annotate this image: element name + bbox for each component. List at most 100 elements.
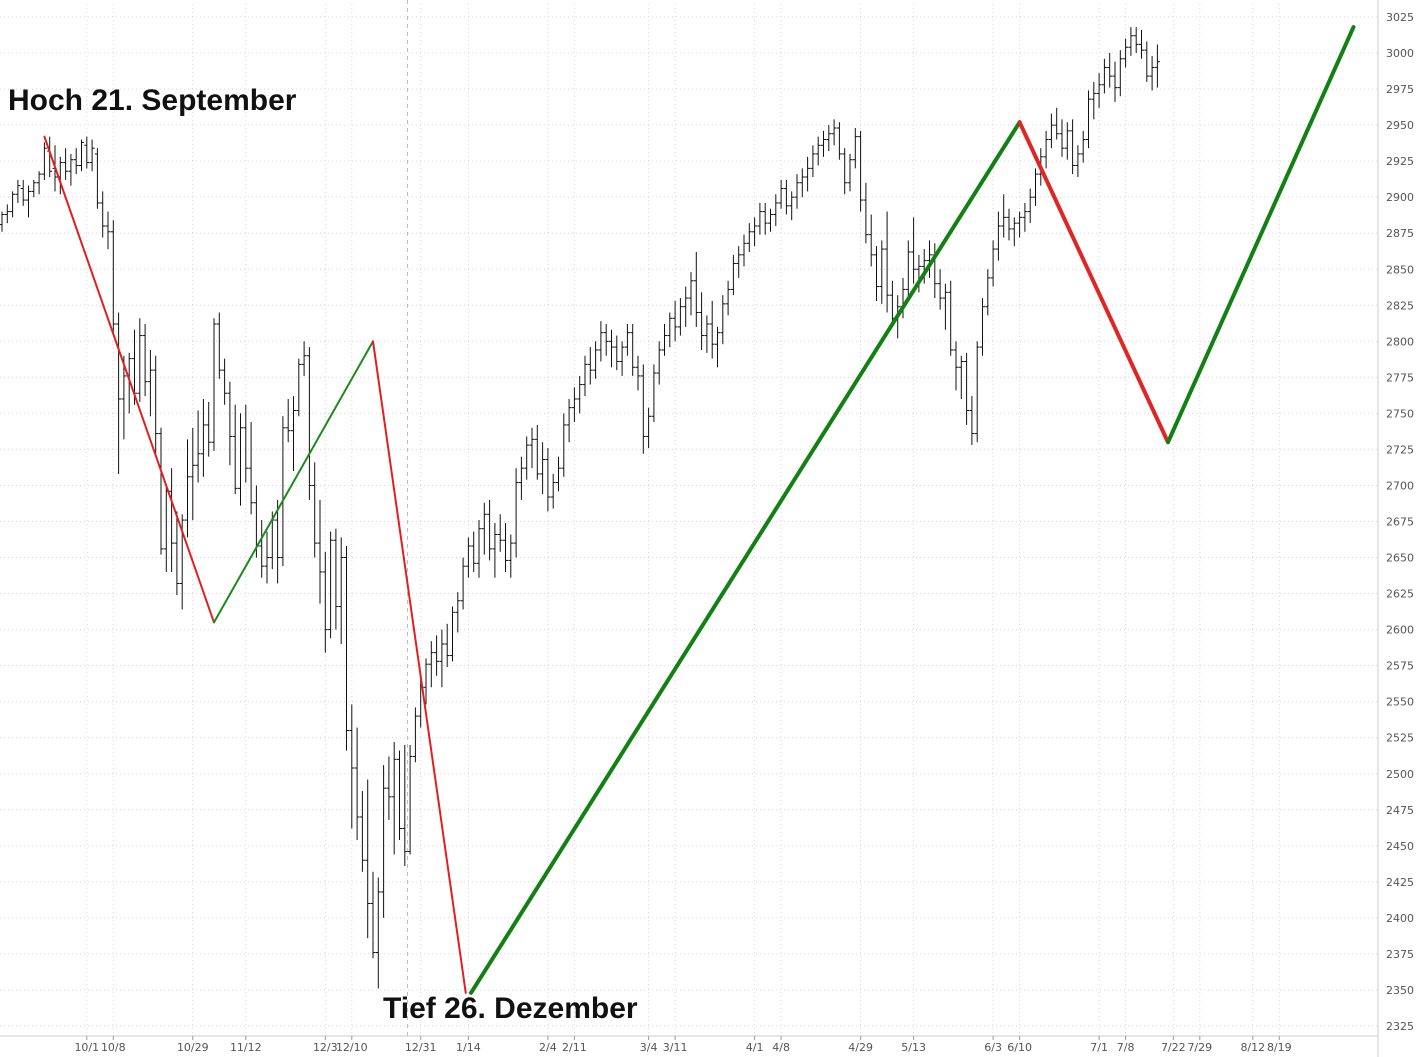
ohlc-bar xyxy=(1070,119,1076,175)
ohlc-bar xyxy=(73,148,79,175)
ohlc-bar xyxy=(89,139,95,172)
ohlc-bar xyxy=(26,185,31,218)
y-tick-label: 2425 xyxy=(1386,876,1414,889)
ohlc-bar xyxy=(587,347,593,385)
ohlc-bar xyxy=(863,182,869,244)
x-tick-label: 2/11 xyxy=(562,1041,587,1054)
ohlc-bar xyxy=(524,436,530,480)
ohlc-bar xyxy=(1144,41,1150,82)
ohlc-bar xyxy=(1022,202,1028,232)
ohlc-bar xyxy=(487,499,493,561)
ohlc-bar xyxy=(1048,113,1054,149)
ohlc-bar xyxy=(1133,27,1139,54)
ohlc-bar xyxy=(794,174,800,209)
x-tick-label: 11/12 xyxy=(230,1041,262,1054)
ohlc-bar xyxy=(948,280,954,356)
ohlc-bar xyxy=(540,442,546,495)
trendlines xyxy=(43,25,1356,995)
x-tick-label: 7/29 xyxy=(1187,1041,1212,1054)
x-tick-label: 12/3 xyxy=(313,1041,338,1054)
ohlc-bar xyxy=(704,315,710,353)
ohlc-bar xyxy=(752,217,758,247)
trendline xyxy=(213,340,374,624)
ohlc-bar xyxy=(407,744,413,855)
ohlc-bar xyxy=(651,364,657,423)
ohlc-bar xyxy=(646,407,652,448)
x-tick-label: 6/10 xyxy=(1007,1041,1032,1054)
ohlc-bar xyxy=(222,358,228,405)
ohlc-bar xyxy=(344,546,349,751)
ohlc-bar xyxy=(397,750,402,841)
ohlc-bar xyxy=(15,179,21,203)
ohlc-bar xyxy=(1128,27,1134,56)
ohlc-bar xyxy=(185,439,190,538)
y-tick-label: 2625 xyxy=(1386,588,1414,601)
ohlc-bar xyxy=(582,355,588,397)
ohlc-bar xyxy=(964,352,970,425)
ohlc-bar xyxy=(815,136,821,166)
ohlc-bar xyxy=(990,240,996,287)
y-tick-label: 2700 xyxy=(1386,479,1414,492)
x-tick-label: 10/29 xyxy=(177,1041,209,1054)
ohlc-bar xyxy=(428,641,434,688)
ohlc-bar xyxy=(942,283,948,330)
ohlc-bar xyxy=(805,156,811,192)
ohlc-bar xyxy=(163,485,169,572)
x-tick-label: 3/4 xyxy=(640,1041,658,1054)
x-tick-label: 3/11 xyxy=(663,1041,688,1054)
x-tick-label: 6/3 xyxy=(984,1041,1002,1054)
ohlc-bar xyxy=(291,396,296,472)
ohlc-bar xyxy=(1033,168,1038,206)
y-tick-label: 2375 xyxy=(1386,948,1414,961)
ohlc-bar xyxy=(349,704,355,829)
ohlc-bar xyxy=(556,456,561,492)
ohlc-bar xyxy=(609,329,614,368)
y-tick-label: 2850 xyxy=(1386,263,1414,276)
ohlc-bar xyxy=(243,404,249,483)
ohlc-bar xyxy=(1123,38,1129,68)
ohlc-bar xyxy=(1017,211,1023,238)
x-tick-label: 10/8 xyxy=(101,1041,126,1054)
ohlc-bar xyxy=(333,528,339,630)
ohlc-bar xyxy=(259,520,265,578)
x-tick-label: 4/29 xyxy=(848,1041,873,1054)
ohlc-bar xyxy=(715,326,720,368)
y-tick-label: 2725 xyxy=(1386,443,1414,456)
ohlc-bar xyxy=(683,286,689,327)
ohlc-bar xyxy=(460,557,466,610)
ohlc-bar xyxy=(741,234,747,267)
ohlc-bar xyxy=(762,202,768,235)
ohlc-bar xyxy=(31,179,37,198)
ohlc-bar xyxy=(359,791,365,872)
ohlc-bar xyxy=(142,324,148,397)
ohlc-bar xyxy=(1149,55,1155,91)
ohlc-bar xyxy=(391,742,397,855)
ohlc-bar xyxy=(481,502,487,555)
y-tick-label: 2325 xyxy=(1386,1020,1414,1033)
ohlc-bar xyxy=(1139,29,1144,59)
ohlc-bar xyxy=(1075,145,1081,177)
trendline xyxy=(1017,120,1170,445)
ohlc-bar xyxy=(110,220,116,333)
ohlc-bar xyxy=(884,211,890,313)
ohlc-bar xyxy=(630,324,636,376)
x-tick-label: 8/12 xyxy=(1240,1041,1265,1054)
ohlc-bar xyxy=(100,191,106,238)
trendline xyxy=(372,340,467,994)
ohlc-bar xyxy=(105,211,111,250)
ohlc-bar xyxy=(471,531,477,572)
ohlc-bar xyxy=(980,298,985,356)
ohlc-bar xyxy=(937,269,943,310)
ohlc-bar xyxy=(635,355,641,391)
ohlc-bar xyxy=(534,424,540,480)
ohlc-bar xyxy=(365,779,371,939)
grid xyxy=(0,4,1378,1036)
ohlc-bar xyxy=(94,148,100,209)
ohlc-bar xyxy=(1001,194,1007,238)
ohlc-bar xyxy=(693,251,699,327)
ohlc-bar xyxy=(1091,81,1097,120)
ohlc-bar xyxy=(656,341,662,385)
x-tick-label: 4/8 xyxy=(772,1041,790,1054)
ohlc-bar xyxy=(370,871,376,959)
x-tick-label: 12/31 xyxy=(405,1041,437,1054)
